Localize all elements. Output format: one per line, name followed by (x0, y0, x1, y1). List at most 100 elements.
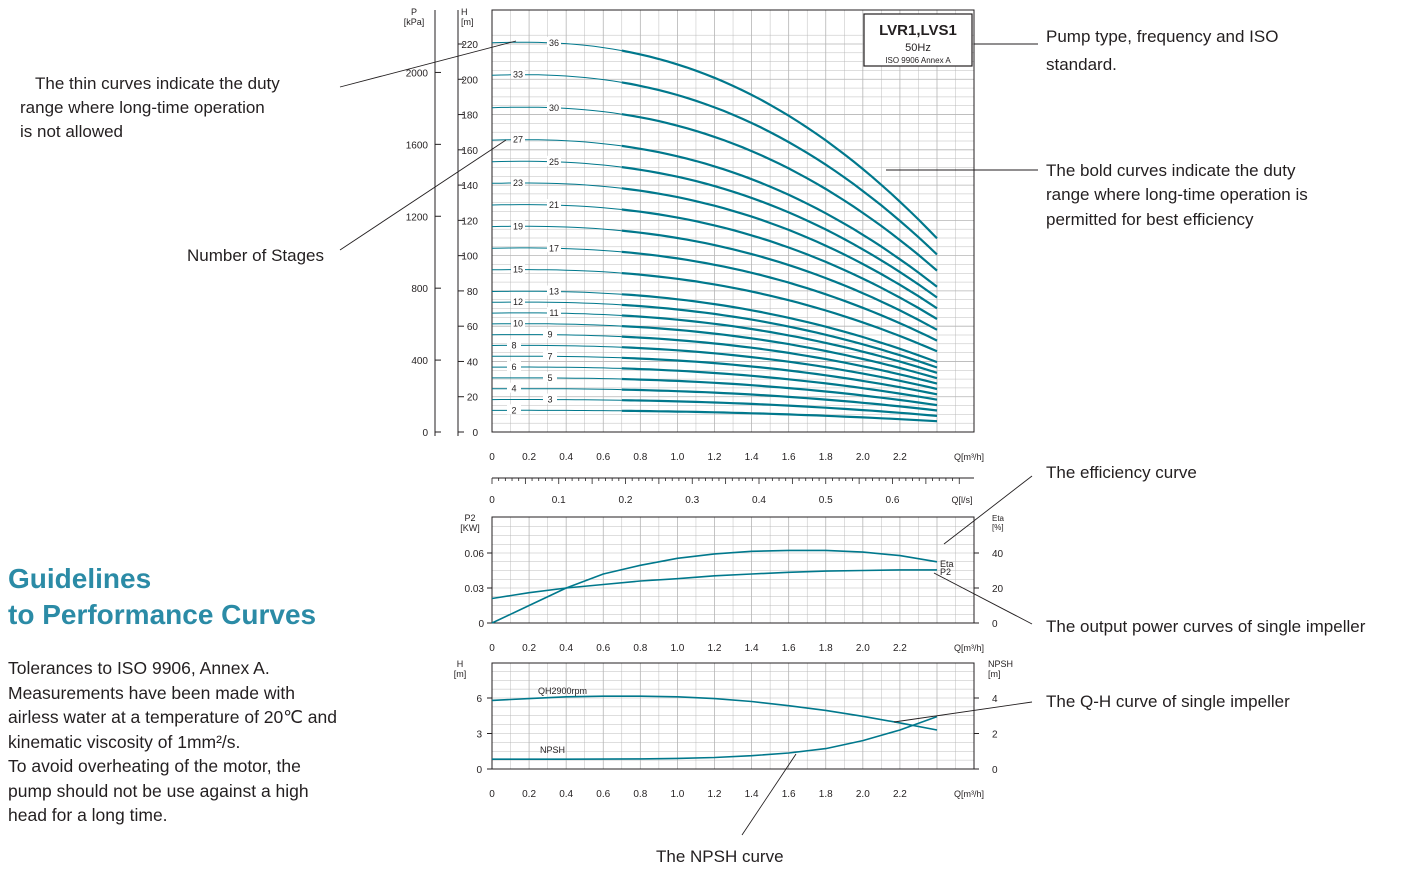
annotation-bold-curves-1: The bold curves indicate the duty (1046, 161, 1296, 180)
stage-label: 25 (549, 157, 559, 167)
stage-label-bg (511, 263, 525, 274)
stage-label: 15 (513, 265, 523, 275)
x-tick-label: 0.2 (522, 643, 536, 654)
stage-label: 12 (513, 297, 523, 307)
p-axis-label: [kPa] (404, 17, 425, 27)
p-tick-label: 400 (411, 356, 428, 367)
ls-tick-label: 0.2 (619, 495, 633, 506)
h-axis-label: H (461, 7, 468, 17)
x-tick-label: 1.4 (745, 452, 759, 463)
leader-lines (339, 40, 1038, 836)
stage-label-bg (511, 220, 525, 231)
eta-tick-label: 20 (992, 584, 1004, 595)
annotation-stages: Number of Stages (187, 246, 324, 265)
stage-curve-bold (621, 81, 938, 256)
stage-curve-bold (621, 250, 938, 342)
h-axis-label: [m] (461, 17, 474, 27)
x-tick-label: 2.0 (856, 452, 870, 463)
p2-tick-label: 0.03 (465, 584, 485, 595)
annotation-qh-single: The Q-H curve of single impeller (1046, 692, 1290, 711)
model-name: LVR1,LVS1 (879, 22, 957, 39)
stage-label: 6 (511, 362, 516, 372)
h-tick-label: 200 (461, 75, 478, 86)
stage-curve-bold (621, 367, 938, 401)
x-tick-label: 2.0 (856, 643, 870, 654)
stage-label-bg (511, 317, 525, 328)
eta-axis-label: Eta (992, 514, 1005, 523)
h-tick-label: 0 (472, 428, 478, 439)
note-line: airless water at a temperature of 20℃ an… (8, 707, 337, 727)
x-tick-label: 2.0 (856, 789, 870, 800)
annotation-npsh: The NPSH curve (656, 847, 784, 866)
stage-label-bg (547, 155, 561, 166)
eta-axis-label: [%] (992, 523, 1004, 532)
p2-curve-label: P2 (940, 567, 951, 577)
h-tick-label: 80 (467, 287, 479, 298)
ls-tick-label: 0.1 (552, 495, 566, 506)
stage-curve-bold (621, 325, 938, 380)
x-tick-label: 1.8 (819, 789, 833, 800)
x-tick-label: 0.8 (633, 643, 647, 654)
note-line: pump should not be use against a high (8, 780, 309, 801)
chart-labels: 020406080100120140160180200220H[m]040080… (404, 7, 1013, 800)
stage-curve-bold (621, 388, 938, 412)
h-tick-label: 140 (461, 181, 478, 192)
p2-axis-label: [KW] (460, 523, 480, 533)
stage-label-bg (547, 285, 561, 296)
p2-axis-label: P2 (464, 513, 475, 523)
x-tick-label: 1.2 (708, 452, 722, 463)
stage-curve-bold (621, 377, 938, 407)
stage-label-bg (507, 382, 521, 393)
x-tick-label: 0.2 (522, 789, 536, 800)
x-tick-label: 2.2 (893, 452, 907, 463)
ls-tick-label: 0.4 (752, 495, 766, 506)
x-tick-label: 1.8 (819, 643, 833, 654)
stage-label-bg (543, 393, 557, 404)
plot-frame (491, 9, 975, 433)
h-axis-label: H (457, 659, 464, 669)
stage-label-bg (543, 328, 557, 339)
model-frequency: 50Hz (905, 42, 931, 54)
note-line: Tolerances to ISO 9906, Annex A. (8, 658, 270, 678)
annotation-thin-curves-3: is not allowed (20, 122, 123, 141)
x-tick-label: 0.6 (596, 643, 610, 654)
annotation-pump-type-1: Pump type, frequency and ISO (1046, 27, 1278, 46)
stage-label: 8 (511, 340, 516, 350)
ls-tick-label: 0.3 (685, 495, 699, 506)
x-tick-label: 0.4 (559, 452, 573, 463)
stage-label: 27 (513, 135, 523, 145)
stage-curve-bold (621, 409, 938, 423)
h-tick-label: 100 (461, 252, 478, 263)
h-curve (491, 695, 938, 731)
stage-label: 4 (511, 384, 516, 394)
eta-tick-label: 0 (992, 619, 998, 630)
stage-label-bg (543, 350, 557, 361)
x-tick-label: 0.6 (596, 452, 610, 463)
p-tick-label: 1200 (406, 212, 429, 223)
annotation-pump-type-2: standard. (1046, 55, 1117, 74)
ls-axis-label: Q[l/s] (951, 495, 972, 505)
x-tick-label: 0.2 (522, 452, 536, 463)
x-tick-label: 0.8 (633, 452, 647, 463)
plot-frame (491, 516, 975, 624)
stage-label: 21 (549, 200, 559, 210)
h-tick-label: 220 (461, 40, 478, 51)
stage-curve-bold (621, 208, 938, 320)
stage-label-bg (511, 133, 525, 144)
x-tick-label: 0 (489, 643, 495, 654)
stage-label-bg (507, 404, 521, 415)
stage-label-bg (507, 339, 521, 350)
stage-label: 13 (549, 286, 559, 296)
p2-tick-label: 0 (478, 619, 484, 630)
npsh-curve (492, 715, 938, 761)
x-tick-label: 1.2 (708, 789, 722, 800)
p-tick-label: 0 (422, 428, 428, 439)
p-tick-label: 800 (411, 284, 428, 295)
x-tick-label: 1.6 (782, 789, 796, 800)
x-tick-label: 1.0 (670, 643, 684, 654)
annotation-thin-curves-2: range where long-time operation (20, 98, 265, 117)
stage-label: 7 (547, 351, 552, 361)
stage-label: 19 (513, 221, 523, 231)
chart-axes (434, 9, 979, 770)
stage-label-bg (547, 199, 561, 210)
